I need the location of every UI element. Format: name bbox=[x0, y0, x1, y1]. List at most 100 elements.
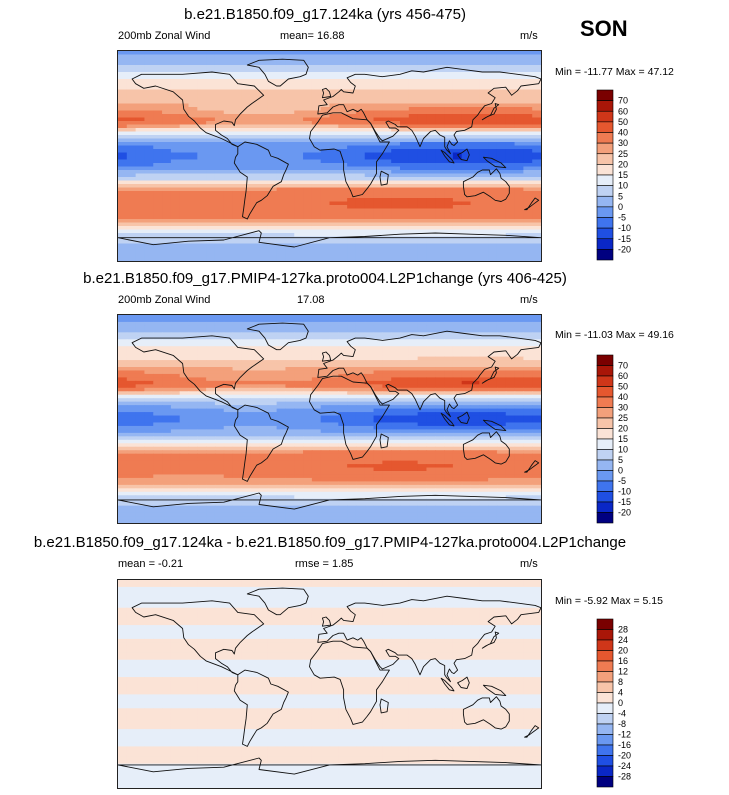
field-cell bbox=[400, 229, 410, 234]
field-cell bbox=[197, 387, 207, 392]
field-cell bbox=[514, 254, 524, 259]
field-cell bbox=[444, 380, 454, 385]
field-cell bbox=[355, 145, 366, 150]
field-cell bbox=[259, 86, 269, 91]
field-cell bbox=[135, 405, 146, 410]
field-cell bbox=[153, 205, 163, 210]
field-cell bbox=[303, 384, 313, 389]
field-cell bbox=[488, 450, 498, 455]
field-cell bbox=[452, 443, 463, 448]
field-cell bbox=[232, 163, 242, 168]
field-cell bbox=[250, 415, 260, 420]
field-cell bbox=[214, 86, 225, 91]
field-cell bbox=[435, 152, 445, 157]
field-cell bbox=[417, 342, 428, 347]
field-cell bbox=[417, 82, 428, 87]
field-cell bbox=[250, 380, 260, 385]
field-cell bbox=[505, 387, 516, 392]
field-cell bbox=[223, 68, 234, 73]
field-cell bbox=[267, 236, 278, 241]
field-cell bbox=[373, 152, 383, 157]
field-cell bbox=[435, 82, 445, 87]
field-cell bbox=[435, 349, 445, 354]
field-cell bbox=[444, 198, 454, 203]
field-cell bbox=[241, 79, 251, 84]
field-cell bbox=[496, 429, 507, 434]
field-cell bbox=[532, 208, 541, 213]
field-cell bbox=[364, 201, 375, 206]
field-cell bbox=[170, 194, 181, 199]
field-cell bbox=[532, 107, 541, 112]
field-cell bbox=[505, 166, 516, 171]
field-cell bbox=[382, 96, 392, 101]
field-cell bbox=[364, 398, 375, 403]
field-cell bbox=[162, 384, 172, 389]
field-cell bbox=[214, 342, 225, 347]
field-cell bbox=[329, 450, 339, 455]
field-cell bbox=[426, 163, 436, 168]
field-cell bbox=[488, 89, 498, 94]
field-cell bbox=[523, 131, 533, 136]
field-cell bbox=[417, 177, 428, 182]
field-cell bbox=[470, 219, 480, 224]
field-cell bbox=[118, 177, 128, 182]
field-cell bbox=[153, 405, 163, 410]
field-cell bbox=[435, 429, 445, 434]
field-cell bbox=[444, 201, 454, 206]
field-cell bbox=[329, 138, 339, 143]
field-cell bbox=[444, 51, 454, 56]
field-cell bbox=[303, 128, 313, 133]
field-cell bbox=[470, 96, 480, 101]
field-cell bbox=[470, 353, 480, 358]
field-cell bbox=[391, 100, 401, 105]
field-cell bbox=[311, 432, 322, 437]
field-cell bbox=[391, 443, 401, 448]
field-cell bbox=[479, 318, 489, 323]
field-cell bbox=[320, 96, 331, 101]
field-cell bbox=[373, 342, 383, 347]
field-cell bbox=[118, 457, 128, 462]
field-cell bbox=[311, 247, 322, 252]
field-cell bbox=[523, 315, 533, 320]
field-cell bbox=[188, 208, 198, 213]
field-cell bbox=[179, 208, 190, 213]
field-cell bbox=[153, 131, 163, 136]
field-cell bbox=[162, 180, 172, 185]
field-cell bbox=[364, 247, 375, 252]
field-cell bbox=[496, 142, 507, 147]
field-cell bbox=[311, 89, 322, 94]
field-cell bbox=[197, 117, 207, 122]
field-cell bbox=[400, 339, 410, 344]
field-cell bbox=[347, 353, 357, 358]
field-cell bbox=[118, 229, 128, 234]
field-cell bbox=[170, 117, 181, 122]
field-cell bbox=[276, 219, 287, 224]
field-cell bbox=[382, 419, 392, 424]
field-cell bbox=[417, 159, 428, 164]
field-cell bbox=[355, 243, 366, 248]
field-cell bbox=[285, 138, 295, 143]
field-cell bbox=[373, 363, 383, 368]
field-cell bbox=[426, 198, 436, 203]
field-cell bbox=[532, 450, 541, 455]
field-cell bbox=[232, 124, 242, 129]
field-cell bbox=[267, 460, 278, 465]
field-cell bbox=[179, 339, 190, 344]
field-cell bbox=[259, 335, 269, 340]
field-cell bbox=[488, 79, 498, 84]
field-cell bbox=[355, 457, 366, 462]
field-cell bbox=[153, 412, 163, 417]
field-cell bbox=[338, 79, 348, 84]
field-cell bbox=[329, 65, 339, 70]
field-cell bbox=[126, 163, 137, 168]
field-cell bbox=[250, 408, 260, 413]
field-cell bbox=[417, 212, 428, 217]
field-cell bbox=[523, 222, 533, 227]
coastline bbox=[118, 230, 541, 248]
field-cell bbox=[514, 201, 524, 206]
field-cell bbox=[523, 439, 533, 444]
panel-1-wind-map bbox=[117, 50, 542, 262]
field-cell bbox=[523, 114, 533, 119]
field-cell bbox=[188, 65, 198, 70]
field-cell bbox=[303, 121, 313, 126]
